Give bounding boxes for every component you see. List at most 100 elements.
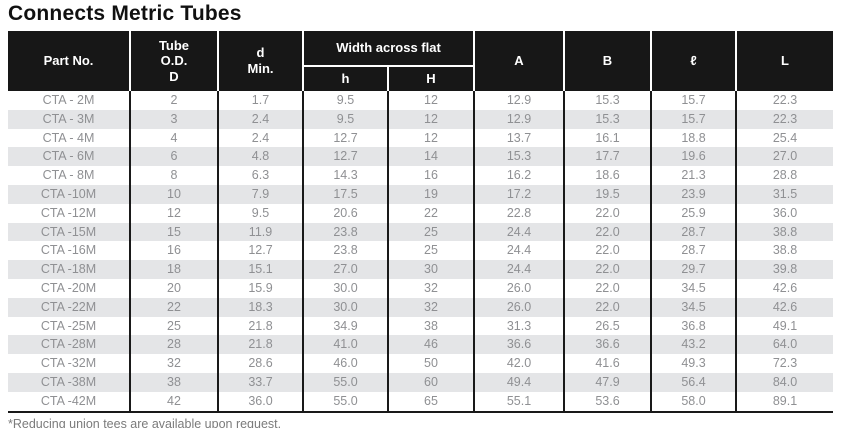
table-row: CTA -28M 28 21.8 41.0 46 36.6 36.6 43.2 64.0: [8, 335, 833, 355]
cell-l_script: 29.7: [650, 260, 736, 279]
cell-h_small: 23.8: [302, 222, 388, 242]
cell-b: 22.0: [563, 297, 651, 317]
cell-part_no: CTA -10M: [8, 184, 130, 204]
cell-h_small: 9.5: [302, 91, 388, 110]
col-header-width-across-flat: Width across flat: [302, 31, 474, 67]
table-row: CTA -18M 18 15.1 27.0 30 24.4 22.0 29.7 39.8: [8, 260, 833, 279]
cell-l_script: 43.2: [650, 335, 736, 355]
cell-h_large: 60: [387, 372, 474, 392]
cell-part_no: CTA - 4M: [42, 130, 95, 145]
cell-d_min: 4.8: [217, 147, 303, 167]
cell-part_no: CTA -12M: [40, 205, 97, 220]
cell-h_large: 25: [387, 241, 474, 261]
cell-l_cap: 38.8: [735, 222, 833, 242]
cell-tube_od: 3: [129, 109, 218, 129]
cell-l_cap: 49.1: [735, 316, 833, 336]
cell-l_script: 15.7: [650, 91, 736, 110]
cell-a: 24.4: [473, 241, 564, 261]
cell-a: 42.0: [473, 354, 564, 373]
cell-l_cap: 72.3: [735, 354, 833, 373]
table-row: CTA - 8M 8 6.3 14.3 16 16.2 18.6 21.3 28.8: [8, 166, 833, 185]
cell-h_small: 12.7: [302, 128, 388, 148]
cell-l_cap: 38.8: [735, 241, 833, 261]
cell-l_script: 15.7: [650, 109, 736, 129]
cell-b: 22.0: [563, 222, 651, 242]
cell-part_no: CTA -32M: [40, 356, 97, 371]
cell-d_min: 36.0: [217, 391, 303, 412]
table-row: CTA - 4M 4 2.4 12.7 12 13.7 16.1 18.8 25.4: [8, 128, 833, 148]
col-header-l-cap: L: [735, 31, 833, 91]
cell-d_min: 6.3: [217, 166, 303, 185]
cell-part_no: CTA - 6M: [8, 147, 130, 167]
cell-l_script: 28.7: [650, 222, 736, 242]
cell-h_large: 50: [387, 354, 474, 373]
cell-d_min: 21.8: [217, 316, 303, 336]
cell-h_small: 17.5: [302, 184, 388, 204]
table-row: CTA -15M 15 11.9 23.8 25 24.4 22.0 28.7 38.8: [8, 222, 833, 242]
cell-h_small: 20.6: [302, 203, 388, 223]
cell-tube_od: 2: [129, 91, 218, 110]
cell-h_small: 12.7: [302, 147, 388, 167]
cell-l_script: 25.9: [650, 203, 736, 223]
cell-tube_od: 18: [129, 260, 218, 279]
cell-part_no: CTA - 3M: [8, 109, 130, 129]
cell-b: 26.5: [563, 316, 651, 336]
table-row: CTA -22M 22 18.3 30.0 32 26.0 22.0 34.5 42.6: [8, 297, 833, 317]
cell-part_no: CTA -16M: [40, 243, 97, 258]
cell-part_no: CTA -28M: [8, 335, 130, 355]
cell-part_no: CTA -38M: [8, 372, 130, 392]
cell-d_min: 33.7: [217, 372, 303, 392]
cell-l_script: 36.8: [650, 316, 736, 336]
cell-h_small: 34.9: [302, 316, 388, 336]
table-row: CTA -20M 20 15.9 30.0 32 26.0 22.0 34.5 42.6: [8, 278, 833, 298]
cell-b: 17.7: [563, 147, 651, 167]
cell-h_small: 41.0: [302, 335, 388, 355]
cell-b: 22.0: [563, 278, 651, 298]
cell-h_small: 46.0: [302, 354, 388, 373]
cell-d_min: 21.8: [217, 335, 303, 355]
cell-a: 24.4: [473, 260, 564, 279]
col-header-b: B: [563, 31, 651, 91]
table-row: CTA - 2M 2 1.7 9.5 12 12.9 15.3 15.7 22.3: [8, 91, 833, 110]
cell-l_cap: 42.6: [735, 297, 833, 317]
col-header-h-large: H: [387, 66, 474, 91]
cell-a: 49.4: [473, 372, 564, 392]
cell-part_no: CTA -42M: [40, 393, 97, 408]
cell-part_no: CTA -25M: [40, 318, 97, 333]
cell-d_min: 7.9: [217, 184, 303, 204]
cell-h_small: 30.0: [302, 297, 388, 317]
cell-h_large: 46: [387, 335, 474, 355]
table-header: Part No. Tube O.D. D d Min. Width across…: [8, 31, 833, 91]
cell-h_large: 22: [387, 203, 474, 223]
cell-b: 22.0: [563, 260, 651, 279]
cell-tube_od: 15: [129, 222, 218, 242]
cell-h_large: 38: [387, 316, 474, 336]
cell-h_small: 9.5: [302, 109, 388, 129]
cell-part_no: CTA -22M: [8, 297, 130, 317]
cell-a: 24.4: [473, 222, 564, 242]
cell-d_min: 12.7: [217, 241, 303, 261]
cell-l_cap: 84.0: [735, 372, 833, 392]
cell-part_no: CTA -18M: [8, 260, 130, 279]
cell-h_large: 12: [387, 91, 474, 110]
cell-a: 16.2: [473, 166, 564, 185]
cell-h_small: 14.3: [302, 166, 388, 185]
cell-d_min: 2.4: [217, 109, 303, 129]
cell-a: 36.6: [473, 335, 564, 355]
table-row: CTA - 6M 6 4.8 12.7 14 15.3 17.7 19.6 27.0: [8, 147, 833, 167]
cell-tube_od: 16: [129, 241, 218, 261]
table-row: CTA -10M 10 7.9 17.5 19 17.2 19.5 23.9 31.5: [8, 184, 833, 204]
cell-b: 22.0: [563, 241, 651, 261]
cell-b: 19.5: [563, 184, 651, 204]
cell-tube_od: 4: [129, 128, 218, 148]
cell-h_large: 32: [387, 297, 474, 317]
col-header-tube-od: Tube O.D. D: [129, 31, 218, 91]
cell-d_min: 9.5: [217, 203, 303, 223]
cell-h_small: 55.0: [302, 372, 388, 392]
cell-l_cap: 31.5: [735, 184, 833, 204]
cell-l_cap: 22.3: [735, 109, 833, 129]
cell-h_large: 25: [387, 222, 474, 242]
cell-a: 26.0: [473, 278, 564, 298]
cell-tube_od: 42: [129, 391, 218, 412]
cell-b: 41.6: [563, 354, 651, 373]
